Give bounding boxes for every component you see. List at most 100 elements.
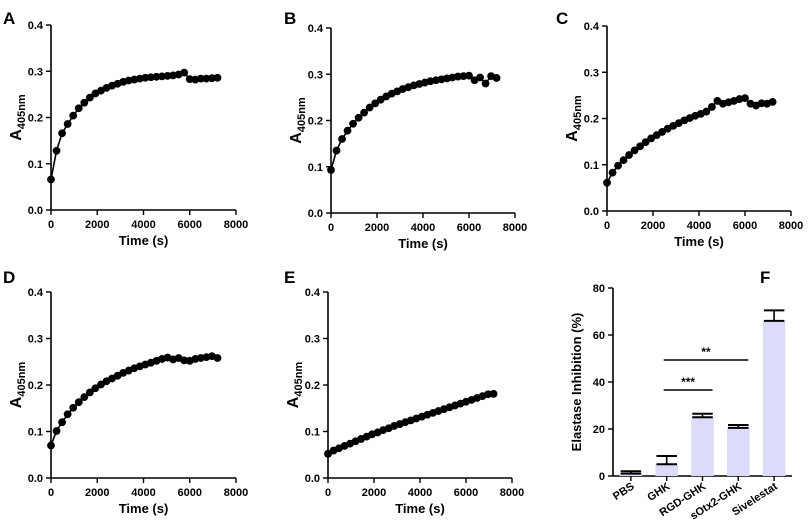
x-tick-label: 2000 xyxy=(365,222,389,234)
x-tick-label: 0 xyxy=(48,219,54,231)
x-tick-label: 2000 xyxy=(362,487,386,499)
y-axis-label: A405nm xyxy=(564,95,584,142)
x-tick-label: 8000 xyxy=(503,222,527,234)
bar xyxy=(727,427,750,476)
data-point xyxy=(492,74,501,82)
panel-label: E xyxy=(284,268,295,287)
y-tick-label: 40 xyxy=(593,377,605,389)
data-point xyxy=(768,97,777,106)
y-tick-label: 0.1 xyxy=(28,427,43,439)
x-axis-label: Time (s) xyxy=(119,233,169,248)
y-tick-label: 60 xyxy=(593,330,605,342)
panel-label: C xyxy=(556,9,568,28)
y-axis-label-sub: 405nm xyxy=(296,97,308,132)
x-tick-label: 6000 xyxy=(178,219,202,231)
significance-label: *** xyxy=(681,375,695,389)
data-point xyxy=(354,113,363,122)
x-tick-label: 0 xyxy=(48,487,54,499)
data-point xyxy=(213,354,222,362)
data-point xyxy=(603,178,611,187)
category-label: PBS xyxy=(611,480,637,502)
y-tick-label: 0.1 xyxy=(305,427,320,439)
y-tick-label: 0.0 xyxy=(28,473,43,485)
data-point xyxy=(636,142,645,151)
y-tick-label: 0.2 xyxy=(28,113,43,125)
y-tick-label: 0.4 xyxy=(28,20,44,32)
data-point xyxy=(707,103,716,111)
panel-c: C 0.0 0.1 0.2 0.3 0.4 0 2000 4000 6000 8000 Time (s… xyxy=(556,9,803,249)
data-point xyxy=(349,119,357,128)
x-tick-label: 4000 xyxy=(687,220,711,232)
y-axis-label-sub: 405nm xyxy=(572,95,584,130)
data-point xyxy=(465,71,473,80)
bar xyxy=(619,473,643,476)
x-tick-label: 6000 xyxy=(178,487,202,499)
data-point xyxy=(614,161,622,170)
y-tick-label: 0.4 xyxy=(584,21,600,33)
bar xyxy=(655,464,678,476)
y-tick-label: 0.3 xyxy=(308,69,323,81)
y-tick-label: 0.1 xyxy=(28,159,43,171)
x-tick-label: 8000 xyxy=(779,220,803,232)
x-tick-label: 8000 xyxy=(500,487,524,499)
y-tick-label: 0.3 xyxy=(28,334,43,346)
data-point xyxy=(619,156,628,165)
data-point xyxy=(47,175,55,184)
data-point xyxy=(63,410,72,419)
x-tick-label: 2000 xyxy=(641,220,665,232)
y-axis-label: A405nm xyxy=(8,362,28,409)
bar xyxy=(691,417,714,476)
data-point xyxy=(58,129,66,138)
y-tick-label: 0.3 xyxy=(28,66,43,78)
data-point xyxy=(85,388,94,397)
data-point xyxy=(343,126,352,135)
data-point xyxy=(52,146,61,155)
x-tick-label: 4000 xyxy=(131,219,155,231)
x-tick-label: 6000 xyxy=(733,220,757,232)
significance-label: ** xyxy=(701,345,711,359)
y-tick-label: 0.4 xyxy=(28,287,44,299)
data-point xyxy=(371,99,380,108)
y-axis-label: A405nm xyxy=(285,362,305,409)
data-point xyxy=(476,73,484,82)
y-axis-label: A405nm xyxy=(288,97,308,144)
y-tick-label: 80 xyxy=(593,283,605,295)
panel-label: D xyxy=(3,268,15,287)
data-point xyxy=(641,138,650,146)
y-tick-label: 0.2 xyxy=(584,114,599,126)
y-tick-label: 0.0 xyxy=(305,473,320,485)
bar xyxy=(762,320,786,476)
y-axis-label-main: A xyxy=(564,130,581,142)
y-axis-label-sub: 405nm xyxy=(16,94,28,129)
panel-label: F xyxy=(760,268,770,287)
data-point xyxy=(58,418,66,427)
y-axis-label-main: A xyxy=(285,396,302,408)
data-point xyxy=(91,384,100,393)
x-axis-label: Time (s) xyxy=(674,234,724,249)
data-point xyxy=(80,98,89,107)
y-axis-label-sub: 405nm xyxy=(16,362,28,397)
data-point xyxy=(69,111,78,120)
data-point xyxy=(47,441,55,450)
y-tick-label: 0.3 xyxy=(584,67,599,79)
x-tick-label: 8000 xyxy=(224,487,248,499)
y-axis-label-main: A xyxy=(8,129,25,141)
panel-e: E 0.0 0.1 0.2 0.3 0.4 0 2000 4000 6000 8000 Time (s… xyxy=(284,268,524,516)
x-tick-label: 8000 xyxy=(224,219,248,231)
y-axis-label-main: A xyxy=(8,396,25,408)
y-axis-label-sub: 405nm xyxy=(293,362,305,397)
x-axis-label: Time (s) xyxy=(395,501,445,516)
x-tick-label: 0 xyxy=(604,220,610,232)
x-tick-label: 2000 xyxy=(85,219,109,231)
y-tick-label: 0.0 xyxy=(584,206,599,218)
y-tick-label: 0.0 xyxy=(28,205,43,217)
data-point xyxy=(332,146,341,155)
x-tick-label: 0 xyxy=(325,487,331,499)
y-axis-label: Elastase Inhibition (%) xyxy=(569,313,584,452)
x-tick-label: 4000 xyxy=(131,487,155,499)
data-point xyxy=(74,104,83,113)
data-point xyxy=(69,403,78,412)
data-point xyxy=(85,93,94,102)
data-point xyxy=(365,103,374,112)
data-point xyxy=(213,73,222,82)
